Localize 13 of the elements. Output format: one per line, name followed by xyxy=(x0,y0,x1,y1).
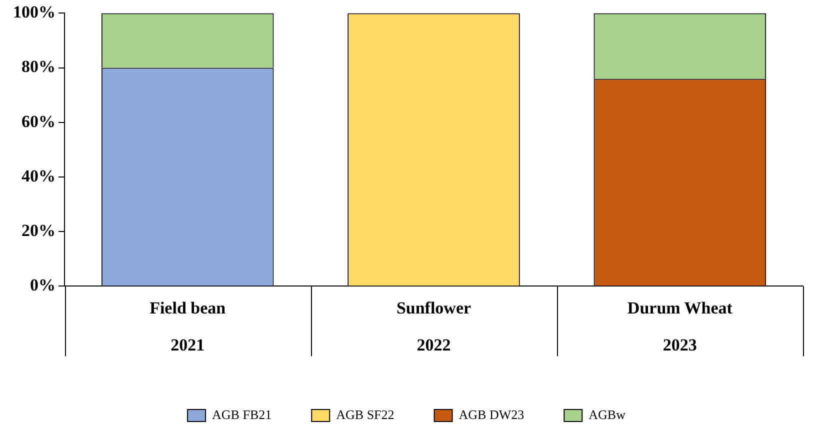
x-tick-label: Field bean 2021 xyxy=(150,298,226,355)
y-tick-label: 0% xyxy=(30,276,56,295)
y-tick-label: 100% xyxy=(13,2,56,22)
y-tick-label: 40% xyxy=(22,166,56,186)
legend-label: AGB SF22 xyxy=(336,406,394,422)
x-tick-label: Durum Wheat 2023 xyxy=(627,298,733,355)
legend-label: AGBw xyxy=(588,406,626,422)
y-tick-label: 60% xyxy=(22,112,56,131)
x-tick-label: Sunflower 2022 xyxy=(396,298,472,355)
y-tick-label: 20% xyxy=(22,220,56,240)
legend-label: AGB FB21 xyxy=(212,406,272,422)
y-tick-label: 80% xyxy=(22,57,56,76)
legend-label: AGB DW23 xyxy=(458,406,524,422)
